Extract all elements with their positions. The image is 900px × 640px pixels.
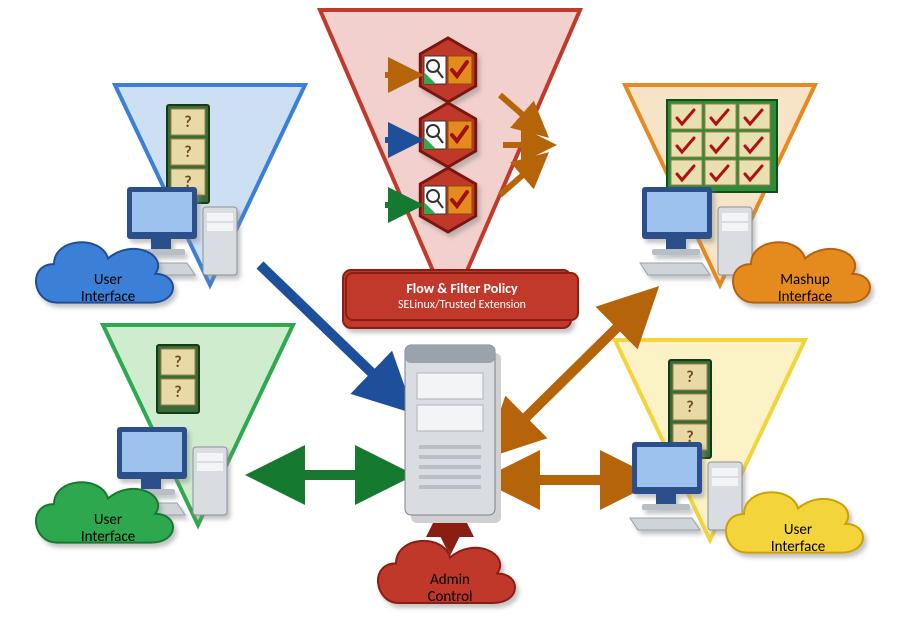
cloud-ui-yellow [726, 492, 863, 552]
question-mark-icon: ? [184, 113, 191, 132]
policy-title: Flow & Filter Policy [357, 280, 567, 298]
question-mark-icon: ? [174, 353, 181, 372]
cloud-mashup [733, 242, 870, 302]
architecture-diagram: { "canvas": { "w": 900, "h": 640, "bg": … [0, 0, 900, 640]
question-mark-icon: ? [686, 398, 693, 417]
policy-box: Flow & Filter Policy SELinux/Trusted Ext… [345, 272, 579, 321]
question-mark-icon: ? [174, 383, 181, 402]
question-mark-icon: ? [686, 368, 693, 387]
cloud-admin [378, 541, 515, 603]
policy-subtitle: SELinux/Trusted Extension [357, 298, 567, 313]
question-mark-icon: ? [184, 143, 191, 162]
